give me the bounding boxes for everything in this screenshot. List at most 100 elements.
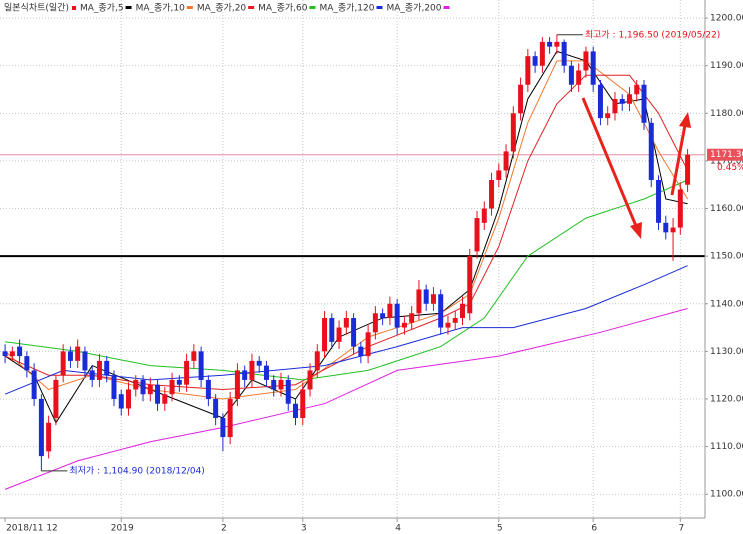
candle-body [365, 332, 371, 357]
candle-body [670, 227, 676, 233]
arrow-head [679, 112, 691, 128]
candle-body [191, 351, 197, 361]
legend-swatch [376, 6, 383, 9]
candle-body [96, 360, 102, 380]
candle-body [525, 56, 531, 85]
candle-body [314, 351, 320, 371]
y-tick-label: 1160.00 [710, 204, 743, 214]
legend-label: MA_종가,20 [197, 3, 247, 14]
candle-body [656, 179, 662, 223]
legend-label: MA_종가,200 [386, 3, 441, 14]
candle-body [619, 99, 625, 104]
candle-body [329, 318, 335, 342]
candle-body [147, 384, 153, 395]
x-tick-label: 7 [678, 524, 684, 534]
x-tick-label: 2018/11 12 [6, 524, 58, 534]
candle-body [554, 41, 560, 47]
candle-body [263, 365, 269, 380]
candle-body [67, 351, 73, 361]
y-tick-label: 1170.00 [710, 156, 743, 166]
annotations: 1171.30 0.45% 최고가 : 1,196.50 (2019/05/22) 최… [41, 29, 743, 476]
candle-body [140, 379, 146, 395]
candle-body [423, 289, 429, 304]
x-tick-label: 3 [301, 524, 307, 534]
legend-swatch [248, 6, 255, 9]
candle-body [300, 389, 306, 419]
candle-body [24, 356, 30, 371]
legend: 일본식차트(일간) MA_종가,5 MA_종가,10 MA_종가,20 MA_종가,60… [4, 2, 450, 14]
candle-body [322, 318, 328, 352]
candle-body [293, 403, 299, 419]
candle-body [438, 294, 444, 328]
candle-body [489, 179, 495, 209]
candle-body [46, 422, 52, 452]
candle-body [583, 51, 589, 71]
candle-body [271, 379, 277, 390]
candle-body [394, 303, 400, 328]
legend-swatch [309, 6, 316, 9]
y-tick-label: 1180.00 [710, 109, 743, 119]
candle-body [285, 379, 291, 404]
candle-body [256, 360, 262, 366]
ma-line [4, 265, 688, 395]
candle-body [31, 370, 37, 399]
candle-body [685, 154, 691, 185]
legend-label: MA_종가,120 [319, 3, 374, 14]
candle-body [416, 289, 422, 314]
candle-body [278, 379, 284, 390]
candle-body [372, 313, 378, 333]
candle-body [75, 346, 81, 361]
candle-body [663, 222, 669, 233]
y-tick-label: 1190.00 [710, 61, 743, 71]
candle-body [452, 318, 458, 323]
candle-body [198, 351, 204, 380]
candle-body [430, 294, 436, 304]
candle-body [351, 318, 357, 347]
candle-body [53, 379, 59, 419]
candle-body [481, 208, 487, 223]
y-tick-label: 1140.00 [710, 299, 743, 309]
candles [2, 34, 691, 471]
candle-body [409, 313, 415, 323]
arrow-head [630, 222, 642, 239]
change-label: 0.45% [717, 163, 743, 173]
y-tick-label: 1130.00 [710, 347, 743, 357]
candle-body [336, 327, 342, 342]
high-annotation: 최고가 : 1,196.50 (2019/05/22) [585, 29, 720, 40]
price-label: 1171.30 [710, 150, 743, 160]
x-tick-label: 4 [395, 524, 401, 534]
candle-body [358, 346, 364, 357]
candle-body [605, 113, 611, 119]
candle-body [133, 379, 139, 390]
candle-body [677, 189, 683, 228]
candle-body [590, 51, 596, 85]
ma-line [5, 179, 688, 381]
candle-body [9, 351, 15, 357]
candle-body [38, 398, 44, 457]
arrows [581, 97, 691, 239]
candle-body [401, 322, 407, 328]
candle-body [474, 218, 480, 252]
candle-body [17, 346, 23, 357]
legend-swatch [443, 6, 450, 9]
candle-body [234, 370, 240, 399]
legend-swatch [125, 6, 132, 9]
candle-body [510, 113, 516, 152]
legend-label: MA_종가,10 [136, 3, 186, 14]
candle-body [227, 398, 233, 438]
candle-body [597, 84, 603, 119]
candle-body [162, 394, 168, 404]
candle-body [104, 360, 110, 376]
candle-body [467, 256, 473, 314]
x-tick-label: 2019 [111, 524, 134, 534]
candle-body [307, 370, 313, 390]
candle-body [89, 370, 95, 380]
y-tick-label: 1150.00 [710, 252, 743, 262]
candle-body [539, 41, 545, 66]
candle-body [249, 360, 255, 380]
candle-body [641, 84, 647, 123]
price-box [707, 148, 743, 161]
y-tick-label: 1120.00 [710, 394, 743, 404]
